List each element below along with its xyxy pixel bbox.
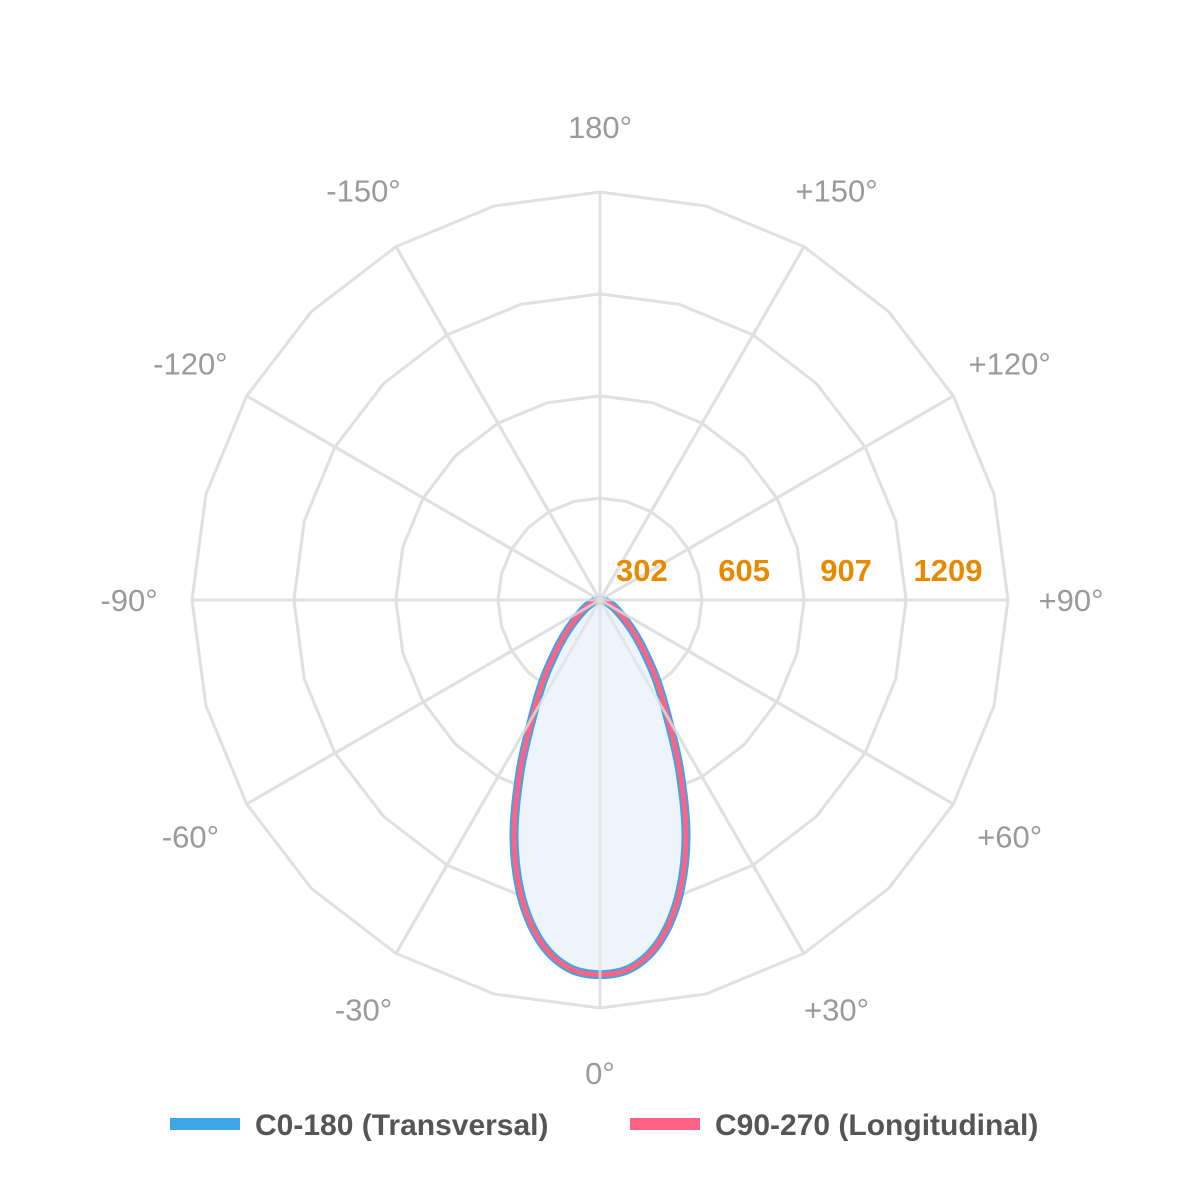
grid-spoke-overlay: [245, 394, 601, 602]
angle-label: -60°: [162, 820, 219, 855]
radial-tick-label: 1209: [914, 553, 983, 588]
legend-swatch: [170, 1118, 240, 1130]
angle-label: 0°: [585, 1056, 615, 1091]
angle-label: -150°: [326, 173, 400, 208]
legend-swatch: [630, 1118, 700, 1130]
spokes-overlay: [192, 192, 1008, 1008]
radial-tick-label: 302: [616, 553, 668, 588]
radial-tick-label: 605: [718, 553, 770, 588]
grid-spoke-overlay: [598, 245, 806, 601]
radial-tick-labels: 302 605 907 1209: [616, 553, 982, 588]
angle-labels: 0° +30° +60° +90° +120° +150° 180° -150° -120° -9…: [100, 110, 1103, 1091]
angle-label: -30°: [335, 993, 392, 1028]
angle-label: +60°: [977, 820, 1042, 855]
grid-spoke-overlay: [394, 245, 602, 601]
angle-label: +120°: [969, 347, 1051, 382]
grid-spoke-overlay: [598, 599, 806, 955]
angle-label: +90°: [1039, 583, 1104, 618]
grid-spoke-overlay: [599, 598, 955, 806]
angle-label: +150°: [795, 173, 877, 208]
angle-label: 180°: [568, 110, 632, 145]
grid-spoke-overlay: [245, 598, 601, 806]
angle-label: -120°: [153, 347, 227, 382]
legend-label: C90-270 (Longitudinal): [715, 1109, 1038, 1142]
radial-tick-label: 907: [820, 553, 872, 588]
angle-label: -90°: [100, 583, 157, 618]
grid-spoke-overlay: [394, 599, 602, 955]
angle-label: +30°: [804, 993, 869, 1028]
grid-spoke-overlay: [599, 394, 955, 602]
legend: C0-180 (Transversal) C90-270 (Longitudina…: [170, 1109, 1038, 1142]
legend-label: C0-180 (Transversal): [255, 1109, 549, 1142]
